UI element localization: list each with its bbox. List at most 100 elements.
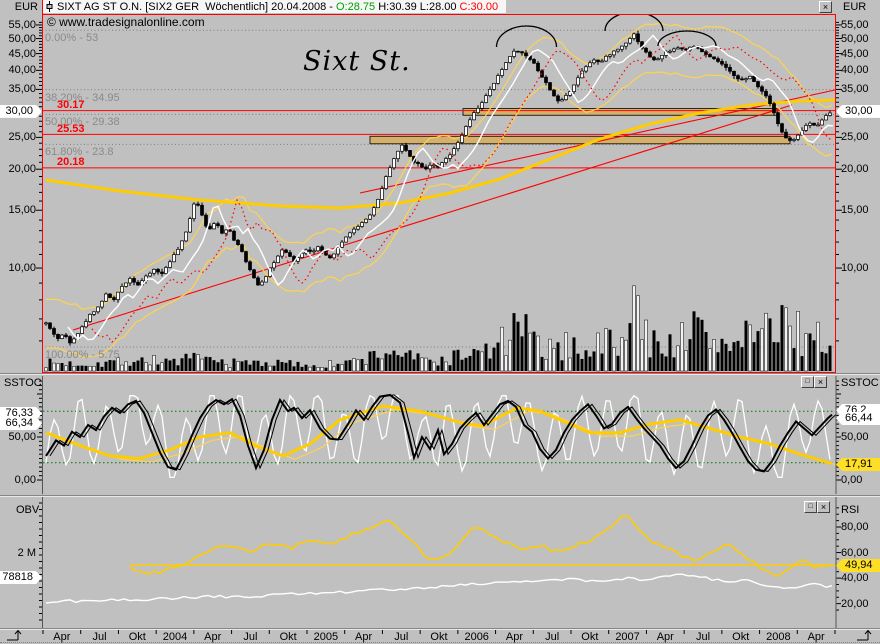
pane-separator[interactable] [0,496,880,497]
time-axis-label: Apr [355,631,373,643]
price-axis-label: 35,00 [8,83,36,96]
time-axis-label: Okt [430,631,448,643]
fibonacci-level-label: 50.00% - 29.38 [45,116,120,129]
price-axis-label: 50,00 [8,32,36,45]
sstoc-pane-label-right: SSTOC [841,377,879,389]
title-symbol: SIXT AG ST O.N. [SIX2 GER Wöchentlich] 2… [57,0,336,13]
obv-rsi-pane[interactable] [45,514,835,604]
price-axis-label: 10,00 [841,262,869,275]
obv-axis-label: 2 M [17,547,36,559]
sstoc-tag[interactable]: 66,34 [0,417,42,430]
hand-drawn-text-annotation[interactable]: Sixt St. [303,46,411,77]
time-axis-label: Apr [656,631,674,643]
obv-close-button[interactable]: × [817,501,830,513]
fibonacci-level-label: 38.20% - 34.95 [45,91,120,104]
fibonacci-level-label: 0.00% - 53 [45,32,99,45]
time-axis-label: Okt [581,631,599,643]
price-tag-left[interactable]: 30,00 [0,105,42,118]
window-bottom-edge [0,642,880,643]
sstoc-close-button[interactable]: × [814,376,827,388]
obv-pane-label-left: OBV [16,504,40,516]
price-axis-label: 25,00 [841,131,869,144]
sstoc-axis-label: 50,00 [8,431,36,443]
price-axis-label: 40,00 [8,64,36,77]
price-axis-label: 50,00 [841,32,869,45]
sstoc-axis-label: 0,00 [14,474,36,486]
pane-separator[interactable] [0,495,880,496]
price-axis-unit-right: EUR [843,1,867,13]
pane-separator [0,629,880,630]
time-axis-label: Jul [243,631,258,643]
time-axis-label: Jul [545,631,560,643]
fibonacci-level-label: 100.00% - 5.75 [45,348,120,361]
support-line-label[interactable]: 20.18 [57,156,85,168]
price-axis-label: 35,00 [841,83,869,96]
drawn-ellipse-annotation [657,30,717,47]
sstoc-pane-label-left: SSTOC [4,377,42,389]
time-axis-label: Jul [394,631,409,643]
chart-title-bar[interactable]: SIXT AG ST O.N. [SIX2 GER Wöchentlich] 2… [43,0,507,13]
title-high-low-values: H:30.39 L:28.00 [375,0,460,13]
support-line-label[interactable]: 30.17 [57,99,85,111]
time-axis-label: Okt [279,631,297,643]
sstoc-axis-label: 50,00 [841,431,869,443]
time-axis-label: Okt [732,631,750,643]
time-axis-label: Apr [53,631,71,643]
time-axis-label: 2004 [162,631,188,643]
time-axis-label: 2005 [313,631,339,643]
time-axis-label: Jul [695,631,711,643]
instrument-pin-icon [46,1,53,12]
price-axis-label: 45,00 [8,47,36,60]
time-axis-label: 2008 [766,631,791,643]
time-axis-label: Okt [128,631,146,643]
rsi-axis-label: 60,00 [841,546,869,559]
price-axis-unit-left: EUR [14,1,38,13]
support-line-label[interactable]: 25.53 [57,123,85,135]
axis-reset-arrow-icon[interactable] [854,627,876,643]
time-axis-label: 2006 [464,631,489,643]
price-axis-label: 20,00 [8,163,36,176]
sstoc-pane[interactable] [43,393,844,479]
price-axis-label: 10,00 [8,262,36,275]
rsi-pane-label-right: RSI [841,504,860,516]
price-tag-right[interactable]: 30,00 [836,104,880,118]
price-axis-label: 25,00 [8,131,36,144]
close-chart-button[interactable]: × [819,1,832,13]
obv-maximize-button[interactable]: □ [804,501,817,513]
price-axis-label: 20,00 [841,163,869,176]
sstoc-axis-label: 0,00 [841,474,863,486]
axis-reset-arrow-icon[interactable] [4,627,26,643]
time-axis-label: Jul [92,631,107,643]
price-axis-label: 15,00 [8,204,36,217]
drawn-ellipse-annotation [495,25,558,48]
pane-separator[interactable] [0,374,880,375]
sstoc-tag[interactable]: 76,33 [0,407,42,420]
sstoc-tag[interactable]: 17,91 [836,458,880,471]
candlesticks [44,30,832,346]
rsi-axis-label: 80,00 [841,521,869,533]
pane-separator[interactable] [0,373,880,374]
price-axis-label: 55,00 [841,18,869,31]
time-axis-label: 2007 [615,631,640,643]
rsi-axis-label: 20,00 [841,597,869,610]
time-axis-label: Apr [505,631,523,643]
time-axis-label: Apr [204,631,222,643]
price-axis-label: 40,00 [841,64,869,77]
rsi-axis-label: 40,00 [841,572,869,585]
sstoc-tag[interactable]: 66,44 [836,412,880,425]
price-axis-label: 45,00 [841,47,869,60]
price-axis-label: 15,00 [841,204,869,217]
drawn-ellipse-annotation [604,14,664,32]
rsi-value-tag[interactable]: 49,94 [836,559,880,572]
obv-value-tag[interactable]: 78818 [0,571,42,584]
volume-bars [44,285,832,372]
main-price-pane[interactable] [42,12,836,372]
pane-separator [0,628,880,629]
sstoc-maximize-button[interactable]: □ [801,376,814,388]
copyright-watermark: © www.tradesignalonline.com [47,15,205,29]
title-open-value: O:28.75 [336,0,376,13]
fibonacci-level-label: 61.80% - 23.8 [45,146,114,159]
time-axis-label: Apr [807,631,825,643]
